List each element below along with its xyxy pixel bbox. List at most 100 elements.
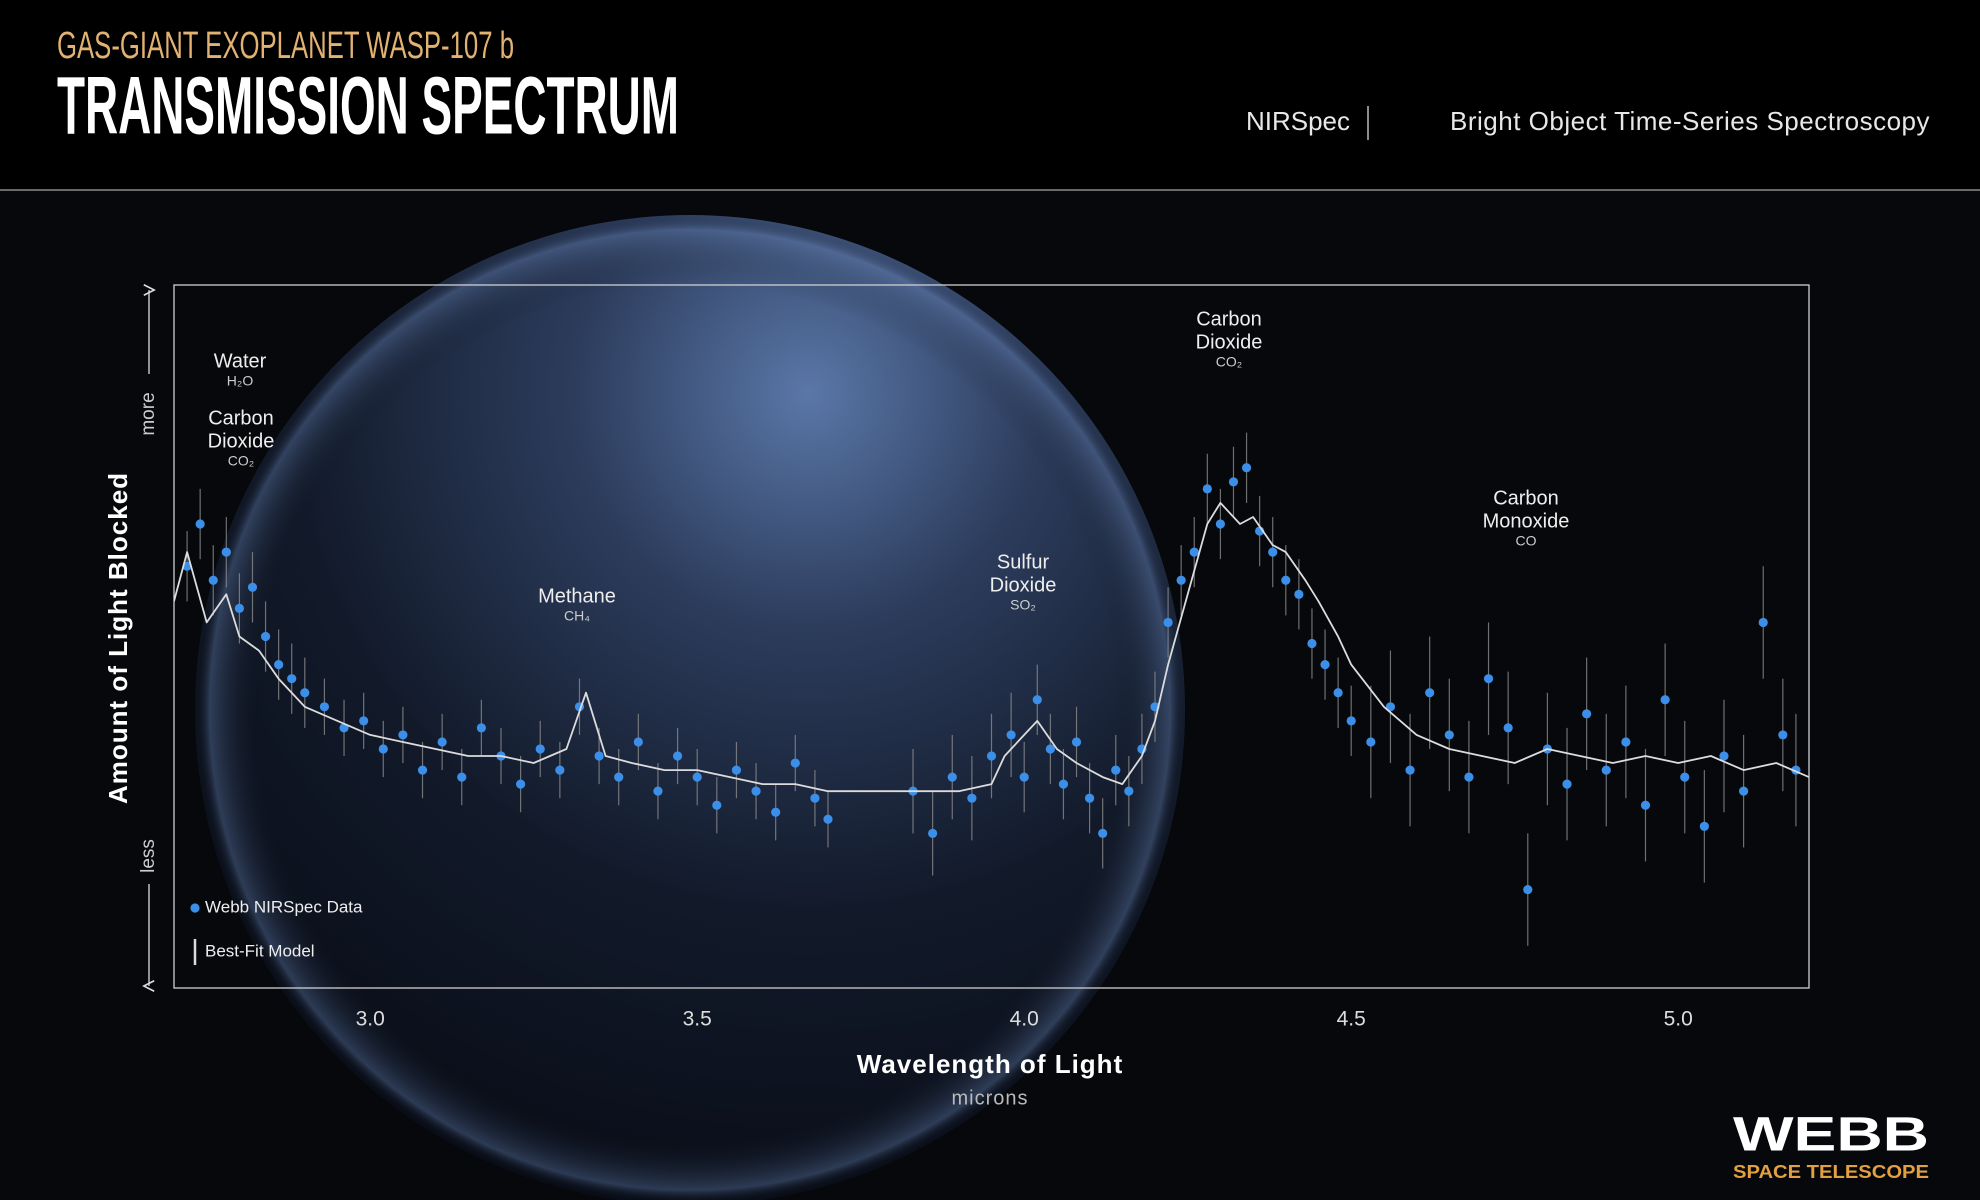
data-point bbox=[947, 772, 957, 782]
data-point bbox=[260, 631, 271, 642]
data-point bbox=[1071, 737, 1082, 747]
data-point bbox=[1366, 737, 1376, 747]
y-less-label: less bbox=[138, 839, 159, 873]
planet-rim bbox=[195, 215, 1185, 1200]
annotation-formula: H₂O bbox=[227, 373, 254, 389]
annotation-formula: CH₄ bbox=[564, 608, 590, 624]
data-point bbox=[1294, 589, 1304, 599]
kicker: GAS-GIANT EXOPLANET WASP-107 b bbox=[57, 25, 514, 67]
x-tick-label: 3.5 bbox=[683, 1008, 712, 1031]
data-point bbox=[653, 786, 663, 796]
data-point bbox=[1680, 772, 1690, 782]
data-point bbox=[1582, 709, 1592, 719]
annotation-formula: CO₂ bbox=[228, 453, 254, 469]
data-point bbox=[195, 519, 205, 529]
legend-swatch bbox=[190, 903, 200, 913]
data-point bbox=[928, 828, 938, 838]
data-point bbox=[1163, 617, 1173, 628]
instrument: NIRSpec bbox=[1246, 106, 1350, 136]
data-point bbox=[234, 603, 244, 613]
data-point bbox=[672, 751, 683, 761]
x-axis-unit: microns bbox=[951, 1087, 1028, 1109]
y-axis-label: Amount of Light Blocked bbox=[103, 472, 133, 804]
y-more-label: more bbox=[138, 392, 159, 435]
data-point bbox=[1098, 828, 1108, 838]
annotation-label: Carbon bbox=[1196, 308, 1262, 330]
data-point bbox=[378, 744, 388, 754]
data-point bbox=[1562, 779, 1572, 789]
data-point bbox=[594, 751, 604, 761]
data-point bbox=[221, 547, 231, 557]
data-series bbox=[182, 432, 1801, 946]
data-point bbox=[1058, 779, 1069, 789]
data-point bbox=[1523, 884, 1533, 895]
data-point bbox=[1699, 821, 1709, 831]
data-point bbox=[359, 716, 369, 726]
plot-area bbox=[174, 432, 1809, 946]
data-point bbox=[1739, 786, 1749, 796]
data-point bbox=[1228, 477, 1239, 487]
data-point bbox=[771, 807, 781, 817]
data-point bbox=[1032, 695, 1042, 705]
data-point bbox=[1124, 786, 1134, 796]
logo-name: WEBB bbox=[1733, 1109, 1929, 1162]
data-point bbox=[1189, 547, 1199, 557]
data-point bbox=[1464, 772, 1474, 782]
data-point bbox=[790, 758, 800, 768]
data-point bbox=[1385, 702, 1396, 712]
data-point bbox=[1045, 744, 1055, 754]
annotation-formula: SO₂ bbox=[1010, 597, 1036, 613]
data-point bbox=[1621, 737, 1631, 747]
logo-tagline: SPACE TELESCOPE bbox=[1733, 1162, 1929, 1182]
data-point bbox=[398, 730, 408, 740]
data-point bbox=[1758, 617, 1768, 628]
data-point bbox=[1006, 730, 1016, 740]
data-point bbox=[1111, 765, 1121, 775]
data-point bbox=[633, 737, 643, 747]
data-point bbox=[1425, 688, 1435, 698]
data-point bbox=[476, 723, 486, 733]
data-point bbox=[712, 800, 722, 810]
annotation-label: Carbon bbox=[208, 407, 274, 429]
annotation-label: Methane bbox=[538, 585, 616, 607]
data-point bbox=[1660, 695, 1670, 705]
data-point bbox=[457, 772, 467, 782]
x-tick-label: 4.5 bbox=[1337, 1008, 1366, 1031]
data-point bbox=[1444, 730, 1454, 740]
data-point bbox=[1346, 716, 1356, 726]
annotation-label: Sulfur bbox=[997, 551, 1050, 573]
data-point bbox=[516, 779, 526, 789]
data-point bbox=[1176, 575, 1186, 585]
data-point bbox=[823, 814, 833, 824]
data-point bbox=[751, 786, 761, 796]
x-axis-label: Wavelength of Light bbox=[857, 1049, 1123, 1079]
data-point bbox=[319, 702, 330, 712]
data-point bbox=[287, 674, 297, 684]
data-point bbox=[555, 765, 565, 775]
annotation-label: Carbon bbox=[1493, 487, 1559, 509]
data-point bbox=[692, 772, 702, 782]
annotation-label: Dioxide bbox=[1196, 331, 1263, 353]
data-point bbox=[1778, 730, 1788, 740]
data-point bbox=[300, 688, 310, 698]
annotation-label: Dioxide bbox=[208, 430, 275, 452]
data-point bbox=[614, 772, 624, 782]
x-tick-label: 5.0 bbox=[1664, 1008, 1693, 1031]
data-point bbox=[1019, 772, 1029, 782]
data-point bbox=[1320, 660, 1330, 670]
data-point bbox=[1483, 674, 1494, 684]
legend-label: Webb NIRSpec Data bbox=[205, 897, 363, 916]
data-point bbox=[274, 660, 284, 670]
data-point bbox=[731, 765, 742, 775]
data-point bbox=[208, 575, 218, 585]
data-point bbox=[1268, 547, 1278, 557]
data-point bbox=[1215, 519, 1225, 529]
model-line bbox=[174, 502, 1809, 793]
annotation-formula: CO bbox=[1516, 533, 1537, 549]
data-point bbox=[417, 765, 428, 775]
annotation-label: Water bbox=[214, 350, 267, 372]
data-point bbox=[1241, 463, 1252, 473]
data-point bbox=[1202, 484, 1212, 494]
data-point bbox=[967, 793, 977, 803]
